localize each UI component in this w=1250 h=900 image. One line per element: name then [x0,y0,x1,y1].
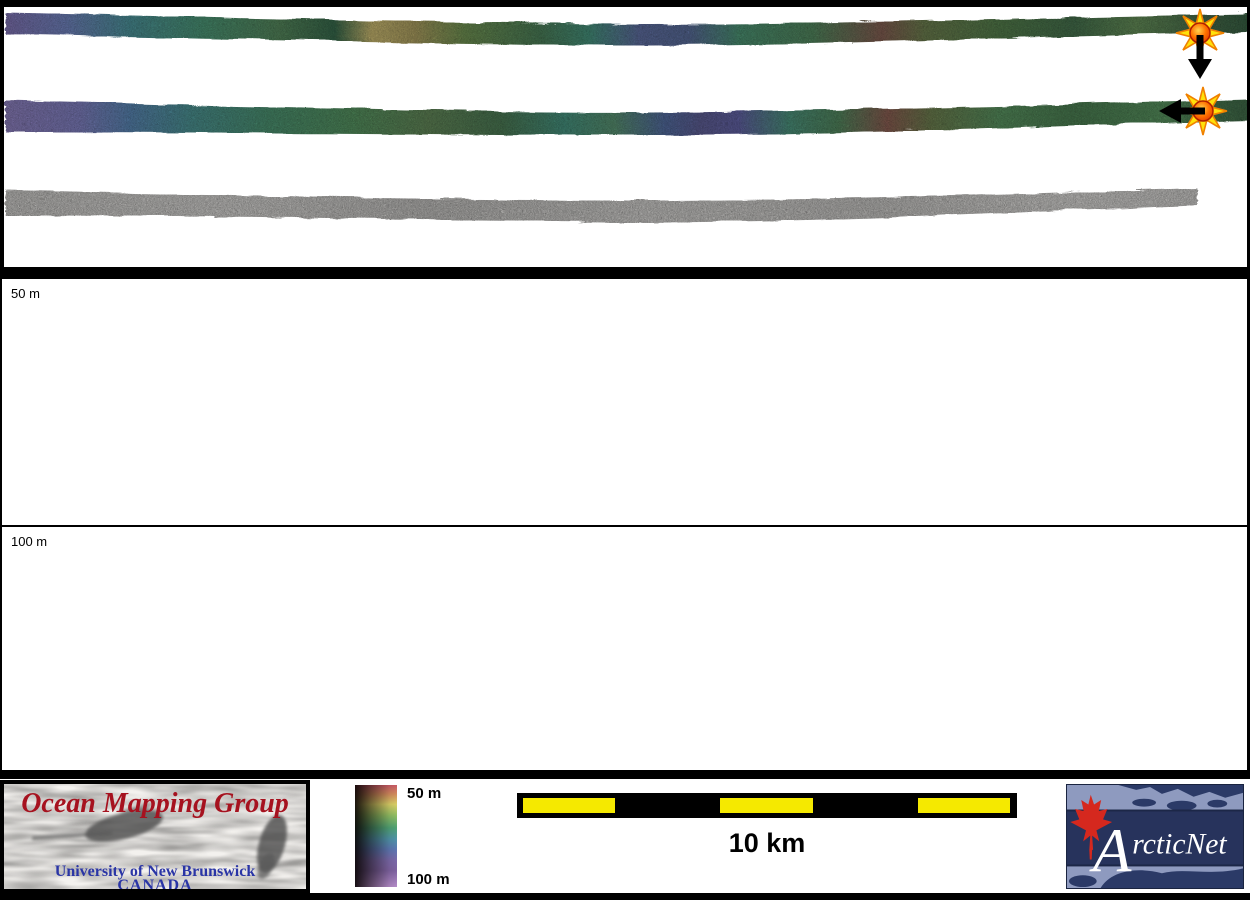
greyscale-backscatter-swath [4,187,1196,221]
depth-label-100m: 100 m [11,534,48,549]
down-arrow-icon [1188,35,1212,79]
map-scalebar [517,793,1017,818]
omg-subtitle: University of New Brunswick [54,863,256,880]
omg-logo: Ocean Mapping Group University of New Br… [0,780,310,893]
scalebar-segment [523,798,615,813]
profile-box-100m: 100 m [2,527,1247,770]
starburst-marker-1 [1175,8,1225,79]
omg-logo-background [4,784,306,889]
colour-bathymetry-swath-1 [4,11,1247,44]
scalebar-segment [918,798,1010,813]
profile-panel: 50 m 100 m [0,272,1250,779]
colour-bathymetry-swath-2 [4,98,1247,134]
colorbar-bottom-label: 100 m [407,871,450,888]
colorbar-top-label: 50 m [407,785,442,802]
bottom-border-bar [0,893,1250,900]
profile-box-50m: 50 m [2,279,1247,525]
arcticnet-initial: A [1089,816,1132,886]
depth-label-50m: 50 m [11,286,40,301]
arcticnet-wordmark: rcticNet [1132,829,1227,861]
sonar-silhouette-left [31,802,163,842]
maple-leaf-icon [1070,794,1113,860]
left-arrow-icon [1159,99,1205,123]
arcticnet-logo: A rcticNet [1066,784,1244,889]
profile-divider [2,525,1247,527]
starburst-marker-2 [1159,86,1228,136]
footer: Ocean Mapping Group University of New Br… [0,780,1250,893]
arctic-map-shapes [1068,785,1243,888]
depth-colorbar [355,785,397,887]
scalebar-label: 10 km [728,828,806,858]
omg-title: Ocean Mapping Group [21,788,289,819]
swath-panel [0,0,1250,272]
scalebar-segment [720,798,813,813]
sonar-silhouette-right [257,814,287,880]
swath-canvas [4,8,1247,221]
omg-country: CANADA [117,877,193,893]
